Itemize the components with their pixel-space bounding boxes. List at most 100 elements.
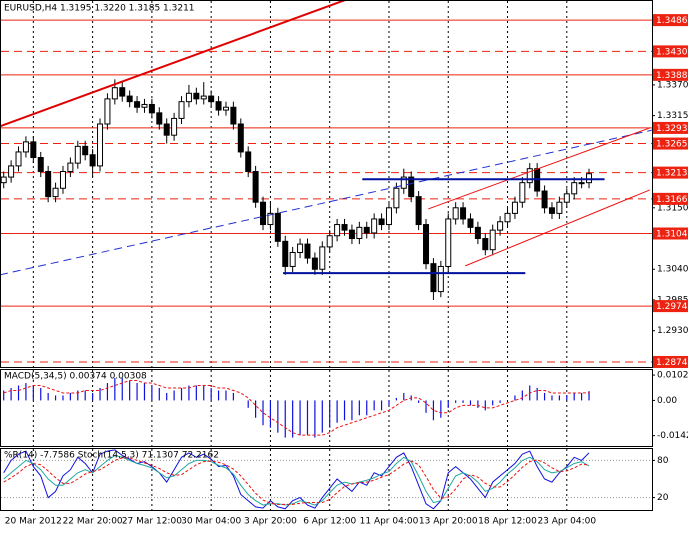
candle-body bbox=[356, 226, 363, 240]
level-label: 1.3486 bbox=[656, 16, 688, 26]
candle-body bbox=[556, 201, 563, 214]
level-label-box bbox=[653, 137, 688, 150]
candle-body bbox=[326, 235, 333, 248]
level-label: 1.2874 bbox=[656, 358, 688, 368]
y-tick-label: 1.3370 bbox=[657, 80, 688, 90]
price-panel-frame bbox=[0, 0, 653, 368]
candle-body bbox=[289, 251, 296, 267]
candle-body bbox=[178, 101, 185, 119]
candle-body bbox=[193, 92, 200, 100]
candle-body bbox=[297, 243, 304, 253]
y-tick-label: 0.01021 bbox=[657, 371, 688, 381]
level-label-box bbox=[653, 166, 688, 179]
level-label: 1.3213 bbox=[656, 169, 688, 179]
level-label-box bbox=[653, 14, 688, 27]
candle-body bbox=[371, 218, 378, 234]
level-label-box bbox=[653, 45, 688, 58]
candle-body bbox=[541, 190, 548, 209]
candle-body bbox=[304, 243, 311, 259]
candle-body bbox=[348, 229, 355, 240]
candle-body bbox=[82, 145, 89, 156]
candle-body bbox=[222, 106, 229, 111]
candle-body bbox=[511, 201, 518, 214]
candle-body bbox=[408, 176, 415, 198]
candle-body bbox=[430, 263, 437, 293]
x-tick-label: 18 Apr 12:00 bbox=[478, 517, 537, 527]
candle-body bbox=[526, 168, 533, 184]
candle-body bbox=[67, 162, 74, 172]
candle-body bbox=[237, 123, 244, 153]
candle-body bbox=[311, 257, 318, 270]
candle-body bbox=[334, 224, 341, 237]
level-label-box bbox=[653, 227, 688, 240]
candle-body bbox=[141, 103, 148, 108]
trendline bbox=[428, 127, 650, 210]
y-tick-label: 1.2930 bbox=[657, 326, 688, 336]
candle-body bbox=[119, 87, 126, 97]
candle-body bbox=[260, 201, 267, 226]
candle-body bbox=[445, 218, 452, 267]
candle-body bbox=[467, 218, 474, 228]
y-tick-label: 1.3040 bbox=[657, 265, 688, 275]
candle-body bbox=[586, 173, 593, 184]
candle-body bbox=[319, 246, 326, 270]
candle-body bbox=[22, 141, 29, 153]
candle-body bbox=[578, 182, 585, 185]
candle-body bbox=[437, 265, 444, 293]
indicator-line bbox=[3, 454, 590, 506]
candle-body bbox=[156, 112, 163, 125]
x-tick-label: 30 Mar 04:00 bbox=[181, 517, 241, 527]
candle-body bbox=[482, 238, 489, 251]
candle-body bbox=[97, 123, 104, 167]
candle-body bbox=[497, 221, 504, 231]
candle-body bbox=[489, 229, 496, 251]
level-label: 1.3430 bbox=[656, 47, 688, 57]
x-tick-label: 3 Apr 20:00 bbox=[244, 517, 297, 527]
indicator-line bbox=[3, 449, 590, 510]
level-label-box bbox=[653, 300, 688, 313]
candle-body bbox=[59, 170, 66, 189]
candle-body bbox=[415, 196, 422, 226]
candle-body bbox=[89, 154, 96, 167]
candle-body bbox=[8, 165, 15, 178]
x-tick-label: 23 Apr 04:00 bbox=[537, 517, 596, 527]
level-label-box bbox=[653, 68, 688, 81]
candle-body bbox=[245, 151, 252, 172]
candle-body bbox=[282, 240, 289, 267]
candle-body bbox=[1, 176, 7, 184]
candle-body bbox=[378, 218, 385, 226]
level-label: 1.3388 bbox=[656, 71, 688, 81]
candle-body bbox=[400, 176, 407, 189]
level-label: 1.3293 bbox=[656, 124, 688, 134]
y-tick-label: 20 bbox=[657, 493, 669, 503]
candle-body bbox=[519, 182, 526, 203]
candle-body bbox=[385, 207, 392, 226]
trendline bbox=[1, 1, 346, 127]
candle-body bbox=[15, 151, 22, 167]
trendline bbox=[1, 129, 652, 276]
candle-body bbox=[200, 95, 207, 100]
level-label-box bbox=[653, 192, 688, 205]
indicator-title: %R(14) -7.7586 Stoch(14,5,3) 71.1307 72.… bbox=[4, 451, 219, 461]
candle-body bbox=[134, 101, 141, 108]
y-tick-label: 1.3150 bbox=[657, 203, 688, 213]
candle-body bbox=[30, 141, 37, 159]
level-label-box bbox=[653, 121, 688, 134]
level-label-box bbox=[653, 355, 688, 368]
candle-body bbox=[208, 95, 215, 103]
chart-title: EURUSD,H4 1.3195 1.3220 1.3185 1.3211 bbox=[4, 4, 195, 14]
x-tick-label: 20 Mar 2012 bbox=[5, 517, 62, 527]
candle-body bbox=[563, 193, 570, 203]
candle-body bbox=[104, 98, 111, 125]
candle-body bbox=[126, 95, 133, 103]
macd-panel-frame bbox=[0, 369, 653, 447]
candle-body bbox=[474, 226, 481, 240]
candle-body bbox=[571, 182, 578, 195]
level-label: 1.2974 bbox=[656, 302, 688, 312]
candle-body bbox=[163, 123, 170, 136]
candle-body bbox=[148, 103, 155, 114]
y-tick-label: 0.00 bbox=[657, 396, 677, 406]
x-tick-label: 11 Apr 04:00 bbox=[360, 517, 419, 527]
candle-body bbox=[548, 207, 555, 214]
